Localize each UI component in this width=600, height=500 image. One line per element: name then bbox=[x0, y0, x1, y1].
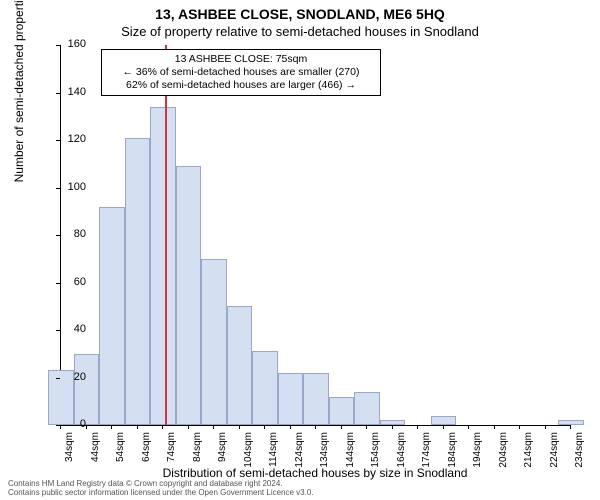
x-tick-label: 34sqm bbox=[64, 432, 75, 482]
x-tick-label: 154sqm bbox=[370, 432, 381, 482]
y-tick-mark bbox=[56, 45, 60, 46]
y-tick-mark bbox=[56, 235, 60, 236]
histogram-bar bbox=[99, 207, 125, 426]
histogram-bar bbox=[227, 306, 253, 425]
x-tick-label: 44sqm bbox=[90, 432, 101, 482]
plot-area: 13 ASHBEE CLOSE: 75sqm ← 36% of semi-det… bbox=[60, 45, 571, 426]
x-tick-label: 144sqm bbox=[345, 432, 356, 482]
x-tick-mark bbox=[188, 425, 189, 429]
x-tick-mark bbox=[111, 425, 112, 429]
histogram-bar bbox=[74, 354, 100, 425]
y-tick-mark bbox=[56, 140, 60, 141]
histogram-bar bbox=[176, 166, 202, 425]
x-tick-mark bbox=[417, 425, 418, 429]
x-tick-label: 204sqm bbox=[498, 432, 509, 482]
histogram-bar bbox=[380, 420, 406, 425]
x-tick-mark bbox=[392, 425, 393, 429]
histogram-bar bbox=[278, 373, 304, 425]
page-title: 13, ASHBEE CLOSE, SNODLAND, ME6 5HQ bbox=[0, 6, 600, 22]
y-tick-mark bbox=[56, 93, 60, 94]
x-tick-mark bbox=[264, 425, 265, 429]
y-tick-label: 120 bbox=[58, 133, 86, 145]
histogram-bar bbox=[201, 259, 227, 425]
x-tick-mark bbox=[137, 425, 138, 429]
x-tick-label: 84sqm bbox=[192, 432, 203, 482]
y-tick-label: 80 bbox=[58, 228, 86, 240]
y-tick-mark bbox=[56, 188, 60, 189]
x-tick-mark bbox=[519, 425, 520, 429]
x-tick-label: 104sqm bbox=[243, 432, 254, 482]
x-tick-label: 194sqm bbox=[472, 432, 483, 482]
x-tick-label: 174sqm bbox=[421, 432, 432, 482]
x-tick-label: 224sqm bbox=[549, 432, 560, 482]
chart-container: 13, ASHBEE CLOSE, SNODLAND, ME6 5HQ Size… bbox=[0, 0, 600, 500]
x-tick-mark bbox=[494, 425, 495, 429]
x-tick-label: 124sqm bbox=[294, 432, 305, 482]
x-tick-label: 184sqm bbox=[447, 432, 458, 482]
x-tick-mark bbox=[213, 425, 214, 429]
y-tick-mark bbox=[56, 330, 60, 331]
x-tick-mark bbox=[570, 425, 571, 429]
x-tick-mark bbox=[468, 425, 469, 429]
chart-subtitle: Size of property relative to semi-detach… bbox=[0, 24, 600, 39]
x-tick-mark bbox=[545, 425, 546, 429]
histogram-bar bbox=[431, 416, 457, 426]
x-tick-mark bbox=[315, 425, 316, 429]
x-tick-label: 134sqm bbox=[319, 432, 330, 482]
y-axis-label: Number of semi-detached properties bbox=[12, 0, 26, 235]
y-tick-label: 0 bbox=[58, 418, 86, 430]
y-tick-label: 20 bbox=[58, 371, 86, 383]
x-tick-mark bbox=[290, 425, 291, 429]
x-tick-mark bbox=[60, 425, 61, 429]
x-tick-mark bbox=[443, 425, 444, 429]
y-tick-label: 100 bbox=[58, 181, 86, 193]
annotation-line-3: 62% of semi-detached houses are larger (… bbox=[108, 79, 374, 92]
y-tick-label: 40 bbox=[58, 323, 86, 335]
y-tick-mark bbox=[56, 378, 60, 379]
histogram-bar bbox=[354, 392, 380, 425]
y-tick-label: 160 bbox=[58, 38, 86, 50]
footer-attribution: Contains HM Land Registry data © Crown c… bbox=[8, 480, 314, 498]
x-tick-label: 64sqm bbox=[141, 432, 152, 482]
x-tick-mark bbox=[86, 425, 87, 429]
y-tick-label: 140 bbox=[58, 86, 86, 98]
x-tick-mark bbox=[366, 425, 367, 429]
annotation-line-2: ← 36% of semi-detached houses are smalle… bbox=[108, 66, 374, 79]
x-tick-label: 54sqm bbox=[115, 432, 126, 482]
x-tick-mark bbox=[341, 425, 342, 429]
x-tick-label: 214sqm bbox=[523, 432, 534, 482]
histogram-bar bbox=[125, 138, 151, 425]
x-tick-label: 74sqm bbox=[166, 432, 177, 482]
annotation-box: 13 ASHBEE CLOSE: 75sqm ← 36% of semi-det… bbox=[101, 49, 381, 96]
histogram-bar bbox=[329, 397, 355, 426]
x-tick-mark bbox=[162, 425, 163, 429]
histogram-bar bbox=[252, 351, 278, 425]
x-tick-label: 164sqm bbox=[396, 432, 407, 482]
histogram-bar bbox=[303, 373, 329, 425]
histogram-bar bbox=[558, 420, 584, 425]
footer-line-2: Contains public sector information licen… bbox=[8, 489, 314, 498]
annotation-line-1: 13 ASHBEE CLOSE: 75sqm bbox=[108, 53, 374, 66]
y-tick-mark bbox=[56, 283, 60, 284]
x-tick-label: 114sqm bbox=[268, 432, 279, 482]
x-tick-label: 94sqm bbox=[217, 432, 228, 482]
x-tick-label: 234sqm bbox=[574, 432, 585, 482]
y-tick-label: 60 bbox=[58, 276, 86, 288]
x-tick-mark bbox=[239, 425, 240, 429]
x-axis-label: Distribution of semi-detached houses by … bbox=[60, 466, 570, 480]
property-marker-line bbox=[165, 45, 167, 425]
histogram-bar bbox=[150, 107, 176, 425]
